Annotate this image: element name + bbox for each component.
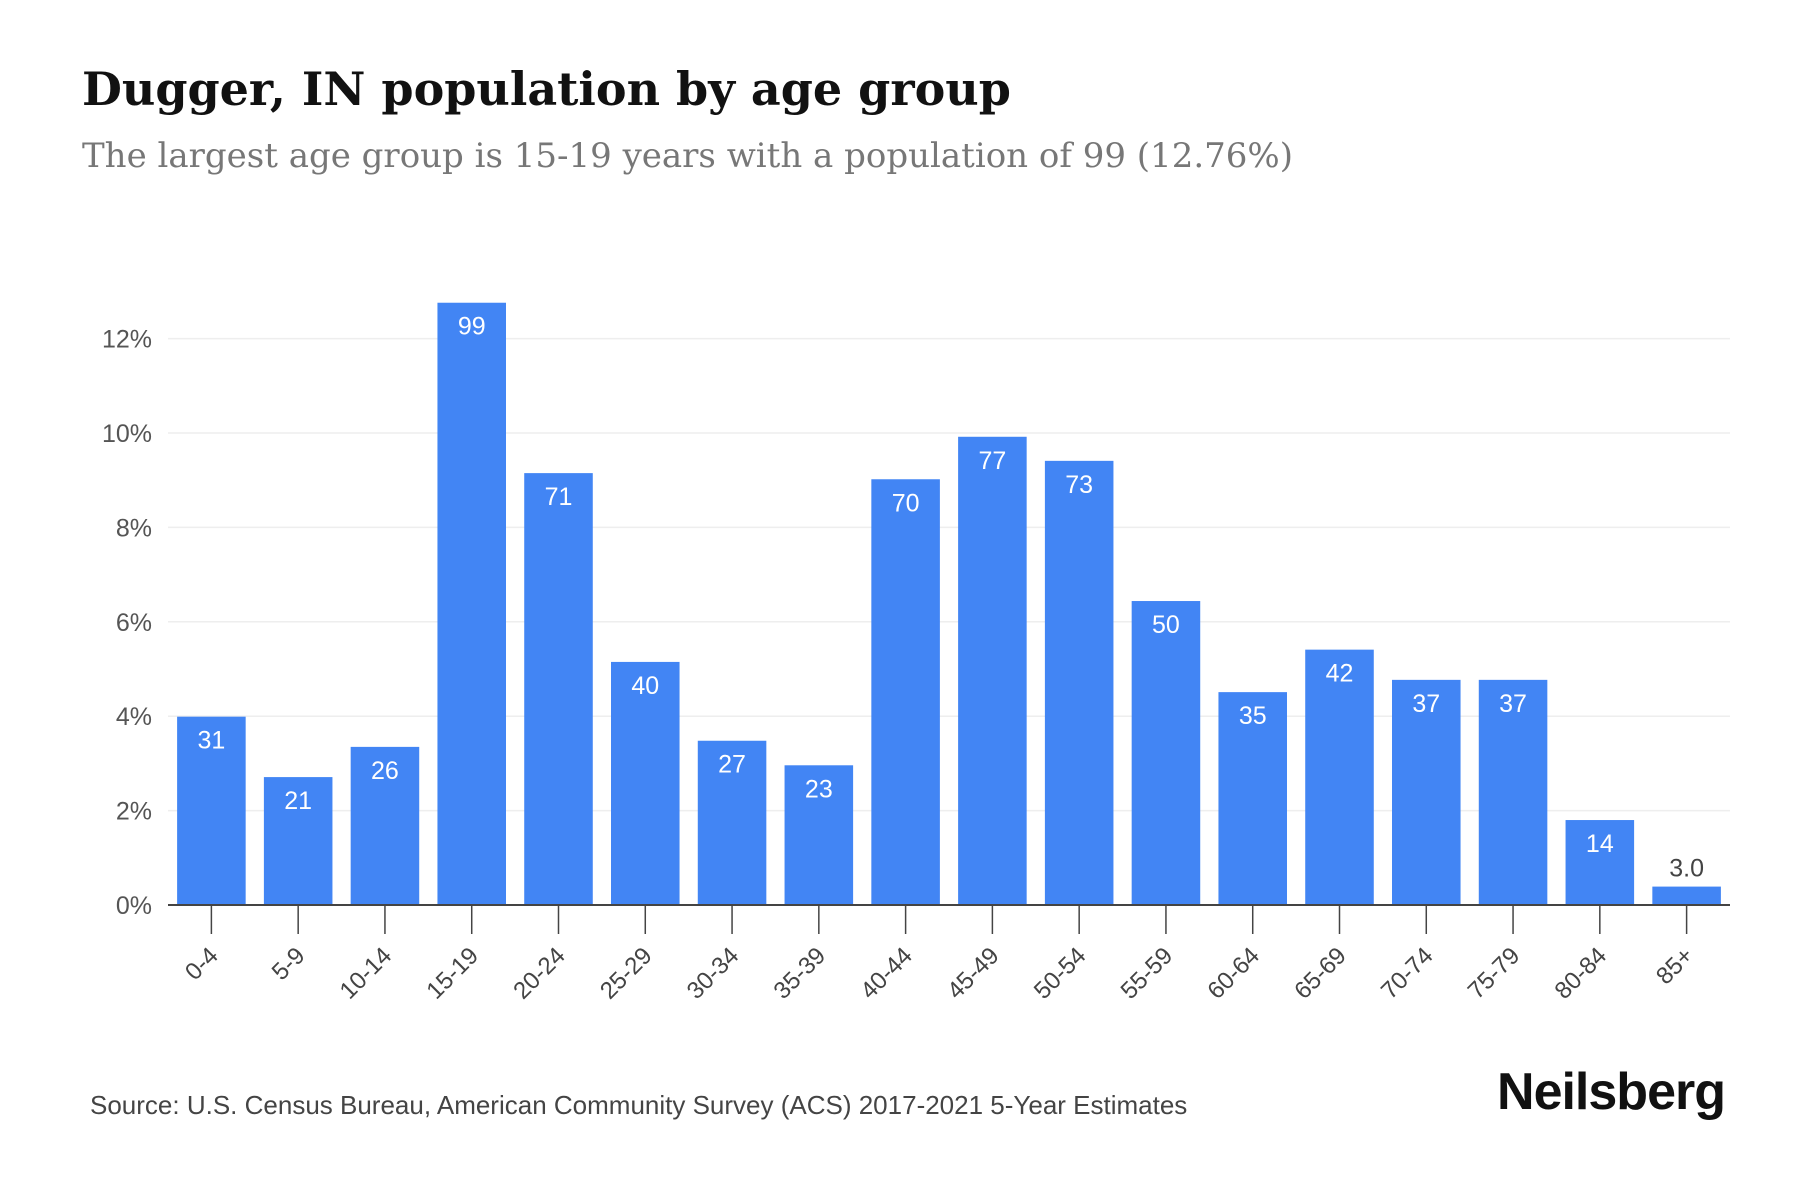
- y-tick-label: 10%: [102, 420, 152, 448]
- y-tick-label: 12%: [102, 326, 152, 354]
- bar-5-9: [263, 777, 333, 905]
- bar-value-label: 27: [718, 751, 746, 779]
- bar-55-59: [1131, 601, 1201, 905]
- x-tick-label: 20-24: [508, 942, 571, 1005]
- bar-value-label: 71: [545, 483, 573, 511]
- bar-35-39: [784, 765, 854, 905]
- bar-20-24: [524, 473, 593, 905]
- brand-logo: Neilsberg: [1497, 1063, 1726, 1121]
- bar-value-label: 37: [1412, 690, 1440, 718]
- x-tick-label: 5-9: [267, 942, 311, 986]
- source-note: Source: U.S. Census Bureau, American Com…: [90, 1090, 1188, 1120]
- x-tick-label: 55-59: [1116, 942, 1179, 1005]
- x-tick-label: 70-74: [1376, 942, 1439, 1005]
- bar-value-label: 35: [1239, 702, 1267, 730]
- bar-40-44: [871, 479, 940, 905]
- bar-25-29: [611, 661, 680, 905]
- bar-80-84: [1565, 820, 1635, 905]
- x-tick-label: 35-39: [769, 942, 832, 1005]
- bar-70-74: [1392, 679, 1461, 905]
- bar-value-label: 3.0: [1669, 855, 1704, 883]
- chart-subtitle: The largest age group is 15-19 years wit…: [82, 136, 1293, 176]
- bar-85+: [1652, 886, 1721, 905]
- x-tick-label: 75-79: [1463, 942, 1526, 1005]
- bar-value-label: 42: [1326, 660, 1354, 688]
- x-tick-label: 50-54: [1029, 942, 1092, 1005]
- bar-chart: 0% 2% 4% 6% 8% 10% 12% 31 0-4 21 5-9 26 10-14 99 15-19…: [102, 302, 1730, 1005]
- bar-value-label: 23: [805, 775, 833, 803]
- x-tick-label: 40-44: [855, 942, 918, 1005]
- bar-50-54: [1044, 460, 1114, 905]
- bar-value-label: 77: [978, 447, 1006, 475]
- x-tick-label: 10-14: [335, 942, 398, 1005]
- bar-45-49: [958, 436, 1027, 905]
- chart-title: Dugger, IN population by age group: [82, 62, 1011, 116]
- x-tick-label: 80-84: [1550, 942, 1613, 1005]
- x-tick-label: 30-34: [682, 942, 745, 1005]
- y-tick-label: 0%: [116, 892, 152, 920]
- x-tick-label: 85+: [1651, 942, 1699, 990]
- y-tick-label: 2%: [116, 798, 152, 826]
- x-tick-label: 25-29: [595, 942, 658, 1005]
- y-tick-label: 4%: [116, 703, 152, 731]
- bar-value-label: 73: [1065, 471, 1093, 499]
- bar-value-label: 37: [1499, 690, 1527, 718]
- bar-65-69: [1305, 649, 1374, 905]
- bar-value-label: 21: [284, 787, 312, 815]
- bar-15-19: [437, 302, 506, 905]
- x-tick-label: 45-49: [942, 942, 1005, 1005]
- bar-value-label: 99: [458, 313, 486, 341]
- bar-value-label: 50: [1152, 611, 1180, 639]
- x-tick-label: 15-19: [421, 942, 484, 1005]
- bar-10-14: [350, 746, 420, 905]
- bar-60-64: [1218, 692, 1287, 905]
- bar-value-label: 40: [631, 672, 659, 700]
- x-tick-label: 0-4: [180, 942, 224, 986]
- bar-75-79: [1478, 679, 1548, 905]
- bar-value-label: 26: [371, 757, 399, 785]
- x-tick-label: 60-64: [1202, 942, 1265, 1005]
- y-tick-label: 6%: [116, 609, 152, 637]
- y-tick-label: 8%: [116, 514, 152, 542]
- bar-30-34: [697, 740, 767, 905]
- x-tick-label: 65-69: [1289, 942, 1352, 1005]
- bar-value-label: 70: [892, 489, 920, 517]
- bar-value-label: 14: [1586, 830, 1614, 858]
- bar-value-label: 31: [197, 727, 225, 755]
- bar-0-4: [177, 716, 246, 905]
